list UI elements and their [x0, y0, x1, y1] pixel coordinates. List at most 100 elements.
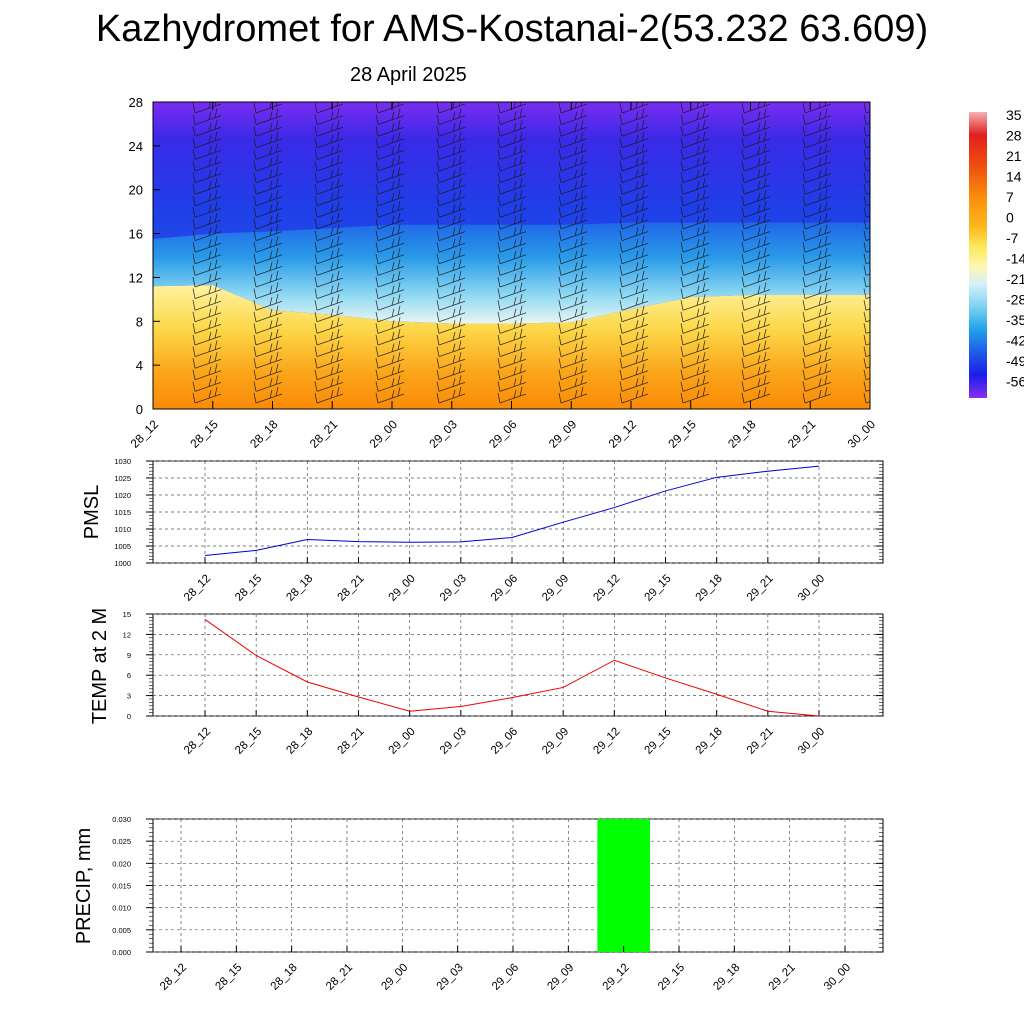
precip-grid [153, 818, 883, 953]
wind-barb [558, 305, 588, 323]
wind-barb [497, 131, 527, 149]
wind-barb [192, 294, 222, 311]
wind-barb [558, 131, 588, 149]
p1-x-tick-label: 30_00 [796, 573, 827, 604]
wind-barb [497, 375, 527, 392]
p1-y-tick-label: 1005 [114, 542, 131, 551]
p2-x-tick-label: 28_12 [182, 726, 213, 757]
temp-x-axis: 28_12 28_15 28_18 28_21 29_00 29_03 29_06 29_09… [182, 710, 827, 757]
wind-barb [741, 189, 771, 207]
wind-barb [863, 276, 870, 288]
heatmap-x-tick-label: 30_00 [845, 417, 879, 451]
wind-barb [253, 352, 283, 369]
wind-barb [497, 317, 527, 334]
wind-barb [375, 189, 405, 207]
wind-barb [497, 294, 527, 311]
wind-barb [619, 166, 649, 183]
wind-barb [619, 224, 649, 241]
wind-barb [497, 166, 527, 183]
wind-barb [314, 294, 344, 311]
wind-barb [192, 305, 222, 323]
wind-barb [436, 352, 466, 369]
wind-barb [253, 143, 283, 160]
wind-barb [741, 363, 771, 381]
wind-barb [497, 259, 527, 276]
wind-barb [558, 317, 588, 334]
wind-barb [375, 166, 405, 183]
colorbar-label: -7 [1006, 230, 1019, 246]
wind-barb [436, 189, 466, 207]
wind-barb [314, 224, 344, 241]
wind-barb [863, 195, 870, 207]
wind-barb [314, 120, 344, 137]
wind-barb [741, 131, 771, 149]
wind-barb [192, 154, 222, 172]
wind-barb [253, 340, 283, 357]
wind-barb [558, 189, 588, 207]
heatmap-x-tick-label: 29_21 [785, 417, 819, 451]
wind-barb [192, 120, 222, 137]
wind-barb [741, 317, 771, 334]
wind-barb [802, 317, 832, 334]
wind-barb [863, 288, 870, 299]
wind-barb [436, 259, 466, 276]
wind-barb [253, 178, 283, 195]
wind-barb [375, 131, 405, 149]
wind-barb [436, 212, 466, 230]
p3-x-tick-label: 29_15 [656, 962, 687, 993]
wind-barb [375, 143, 405, 160]
precip-bars [597, 819, 650, 952]
p1-x-tick-label: 29_15 [643, 573, 674, 604]
wind-barb [680, 154, 710, 172]
heatmap-y-tick-label: 4 [136, 358, 143, 373]
wind-barb [802, 375, 832, 392]
wind-barb [192, 166, 222, 183]
wind-barb [741, 282, 771, 299]
wind-barb [314, 102, 344, 114]
wind-barb [680, 189, 710, 207]
wind-barb [497, 108, 527, 125]
wind-barb [314, 212, 344, 230]
wind-barb [802, 282, 832, 299]
wind-barb [375, 212, 405, 230]
colorbar-label: -28 [1006, 292, 1024, 308]
wind-barb [802, 201, 832, 218]
wind-barb [375, 120, 405, 137]
wind-barb [863, 137, 870, 149]
wind-barb [863, 160, 870, 172]
wind-barb [863, 300, 870, 311]
heatmap-x-tick-label: 28_21 [307, 417, 341, 451]
p3-x-tick-label: 29_09 [545, 962, 576, 993]
temp-grid [153, 613, 883, 717]
wind-barb [436, 166, 466, 183]
p1-x-tick-label: 28_18 [284, 573, 315, 604]
wind-barb [680, 236, 710, 253]
wind-barb [802, 154, 832, 172]
heatmap-x-tick-label: 28_12 [128, 417, 162, 451]
wind-barb [619, 178, 649, 195]
wind-barb [680, 386, 710, 404]
p2-x-tick-label: 29_06 [489, 726, 520, 757]
wind-barb [680, 294, 710, 311]
p3-x-tick-label: 28_12 [158, 962, 189, 993]
wind-barb [863, 346, 870, 357]
wind-barb [558, 154, 588, 172]
wind-barb [375, 102, 405, 114]
wind-barb [314, 154, 344, 172]
wind-barb [253, 189, 283, 207]
p1-y-tick-label: 1030 [114, 457, 131, 466]
wind-barb [741, 120, 771, 137]
wind-barb [558, 363, 588, 381]
wind-barb [314, 131, 344, 149]
wind-barb [619, 236, 649, 253]
wind-barb [436, 224, 466, 241]
wind-barb [619, 386, 649, 404]
wind-barb [680, 224, 710, 241]
wind-barb [192, 363, 222, 381]
wind-barb [619, 108, 649, 125]
wind-barb [802, 178, 832, 195]
wind-barb [497, 386, 527, 404]
p1-x-tick-label: 29_12 [591, 573, 622, 604]
wind-barb [253, 317, 283, 334]
p2-x-tick-label: 28_18 [284, 726, 315, 757]
